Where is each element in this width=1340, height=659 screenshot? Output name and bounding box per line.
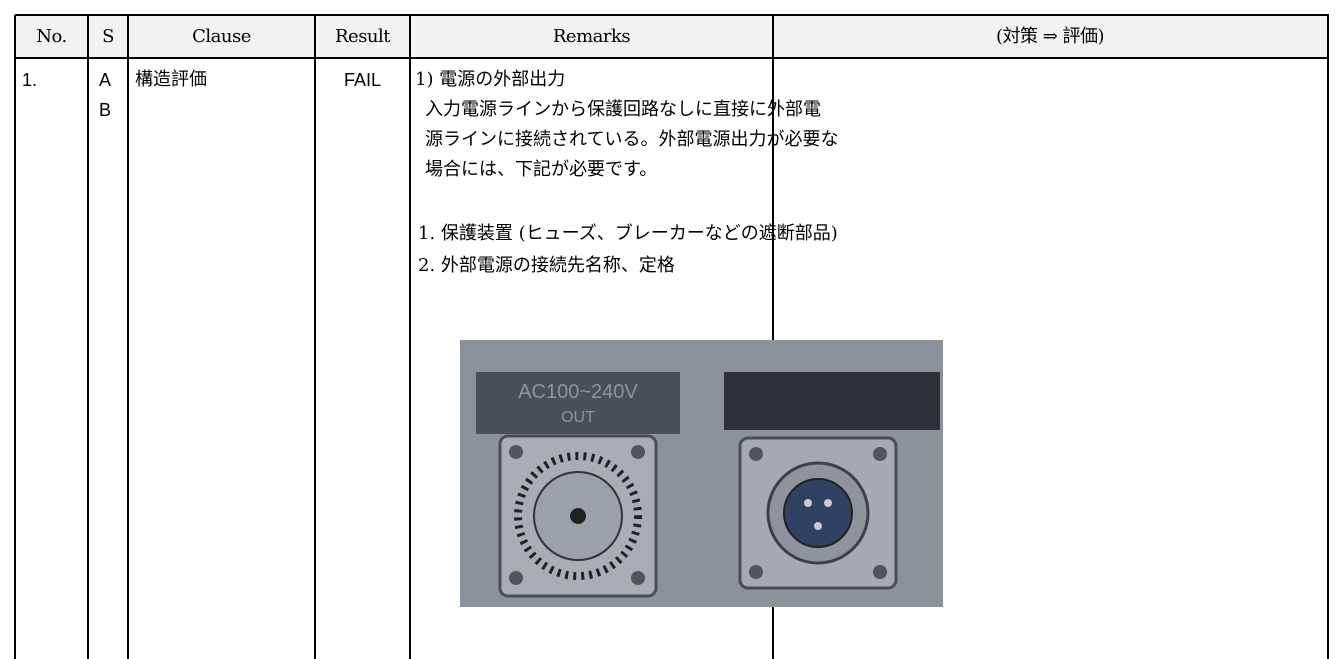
photo: AC100~240V OUT — [460, 340, 943, 607]
table-border — [409, 15, 411, 659]
label-plate — [724, 372, 940, 430]
remarks-line: 入力電源ラインから保護回路なしに直接に外部電 — [425, 99, 821, 120]
remarks-heading: 1) 電源の外部出力 — [415, 69, 566, 90]
header-cell: Remarks — [552, 26, 631, 47]
table-border — [772, 15, 774, 659]
socket-face — [783, 478, 853, 548]
screw — [749, 565, 763, 579]
screw — [873, 565, 887, 579]
table-border — [127, 15, 129, 659]
pin — [814, 522, 822, 530]
photo-label: OUT — [561, 409, 595, 426]
clause: 構造評価 — [135, 69, 207, 90]
header-cell: No. — [36, 26, 67, 47]
table-border — [14, 15, 16, 659]
chain — [514, 452, 642, 580]
result: FAIL — [344, 70, 382, 90]
cap-center — [570, 508, 586, 524]
header-cell: S — [102, 26, 114, 47]
header-cell: (対策 ⇒ 評価) — [995, 26, 1105, 47]
table-border — [1327, 15, 1329, 659]
screw — [873, 447, 887, 461]
table-border — [87, 15, 89, 659]
remarks-line: 場合には、下記が必要です。 — [425, 159, 658, 180]
label-plate — [476, 372, 680, 434]
severity: B — [99, 100, 112, 120]
header-cell: Result — [334, 26, 391, 47]
table-border — [15, 57, 1329, 59]
screw — [509, 445, 523, 459]
header-background — [15, 15, 1329, 58]
pin — [804, 499, 812, 507]
pin — [824, 499, 832, 507]
screw — [631, 571, 645, 585]
screw — [509, 571, 523, 585]
remarks-line: 源ラインに接続されている。外部電源出力が必要な — [425, 129, 839, 150]
header-cell: Clause — [192, 26, 251, 47]
severity: A — [99, 70, 112, 90]
table-border — [15, 14, 1329, 16]
table-border — [314, 15, 316, 659]
remarks-list-item: 2. 外部電源の接続先名称、定格 — [418, 255, 675, 276]
remarks-list-item: 1. 保護装置 (ヒューズ、ブレーカーなどの遮断部品) — [418, 223, 838, 244]
row-number: 1. — [22, 70, 38, 90]
photo-label: AC100~240V — [518, 381, 638, 403]
screw — [749, 447, 763, 461]
screw — [631, 445, 645, 459]
